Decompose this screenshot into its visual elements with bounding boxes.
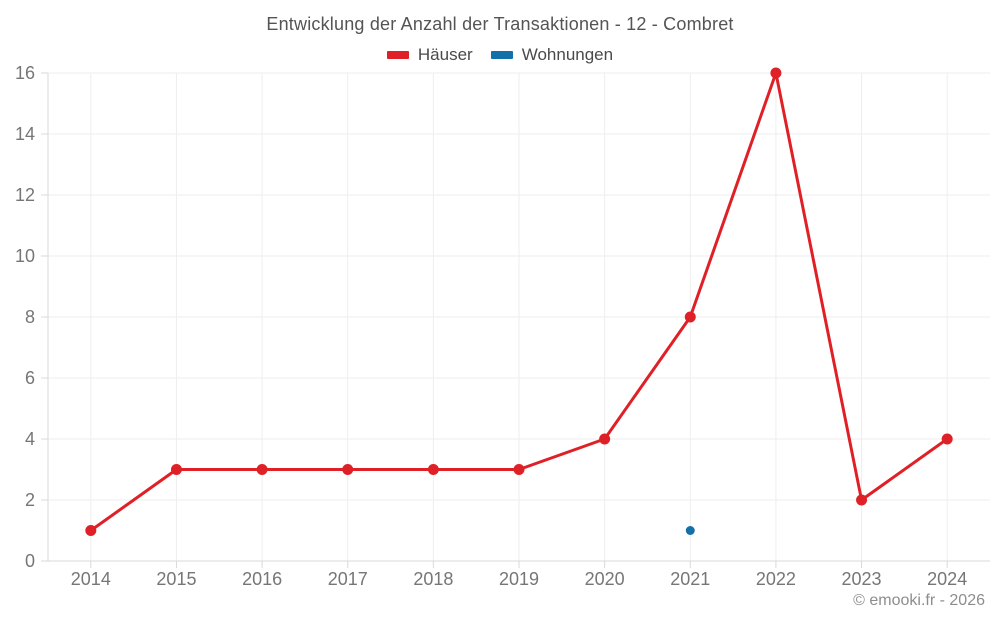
x-tick-label: 2015 [156, 569, 196, 589]
x-tick-label: 2018 [413, 569, 453, 589]
legend-swatch-icon [386, 51, 409, 59]
y-tick-label: 0 [25, 551, 35, 571]
legend-label: Wohnungen [521, 45, 614, 64]
copyright-text: © emooki.fr - 2026 [853, 592, 985, 609]
x-tick-label: 2014 [71, 569, 111, 589]
y-tick-label: 14 [15, 124, 35, 144]
x-tick-label: 2021 [670, 569, 710, 589]
y-tick-label: 8 [25, 307, 35, 327]
data-point [513, 464, 525, 475]
x-tick-label: 2016 [242, 569, 282, 589]
data-point [342, 464, 354, 475]
legend-label: Häuser [417, 45, 473, 64]
y-tick-label: 10 [15, 246, 35, 266]
data-point [856, 494, 868, 506]
data-point [941, 433, 953, 445]
chart-legend: Häuser Wohnungen [0, 45, 1000, 65]
y-tick-label: 12 [15, 185, 35, 205]
legend-item[interactable]: Häuser [386, 45, 473, 65]
data-point [256, 464, 268, 475]
data-point [599, 433, 611, 445]
x-tick-label: 2023 [842, 569, 882, 589]
legend-item[interactable]: Wohnungen [490, 45, 614, 65]
x-tick-label: 2019 [499, 569, 539, 589]
x-tick-label: 2020 [585, 569, 625, 589]
x-tick-label: 2024 [927, 569, 967, 589]
x-tick-label: 2017 [328, 569, 368, 589]
data-point [85, 525, 97, 536]
data-point [170, 464, 182, 475]
legend-swatch-icon [490, 51, 513, 59]
data-point [770, 67, 782, 79]
chart-title: Entwicklung der Anzahl der Transaktionen… [266, 14, 734, 34]
data-point [684, 311, 696, 323]
x-tick-label: 2022 [756, 569, 796, 589]
data-point [685, 526, 695, 535]
y-tick-label: 4 [25, 429, 35, 449]
data-point [427, 464, 439, 475]
y-tick-label: 16 [15, 63, 35, 83]
y-tick-label: 6 [25, 368, 35, 388]
y-tick-label: 2 [25, 490, 35, 510]
